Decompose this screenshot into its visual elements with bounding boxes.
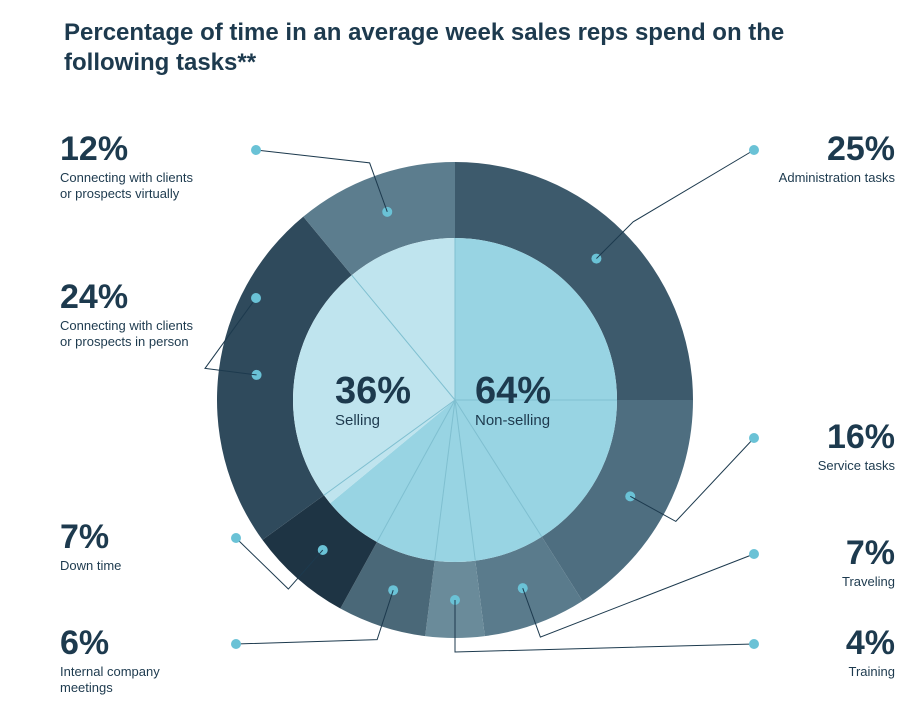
callout-pct-meetings: 6% xyxy=(60,626,230,660)
callout-in_person: 24% Connecting with clients or prospects … xyxy=(60,280,250,349)
callout-virtually: 12% Connecting with clients or prospects … xyxy=(60,132,250,201)
callout-pct-virtually: 12% xyxy=(60,132,250,166)
callout-pct-training: 4% xyxy=(760,626,895,660)
leader-dot-end-training xyxy=(749,639,759,649)
callout-label-downtime: Down time xyxy=(60,558,230,574)
leader-dot-end-downtime xyxy=(231,533,241,543)
callout-label-meetings: Internal company meetings xyxy=(60,664,230,695)
inner-pct-selling: 36% xyxy=(335,372,411,410)
callout-label-in_person: Connecting with clients or prospects in … xyxy=(60,318,250,349)
callout-label-virtually: Connecting with clients or prospects vir… xyxy=(60,170,250,201)
callout-service: 16% Service tasks xyxy=(760,420,895,474)
callout-label-admin: Administration tasks xyxy=(760,170,895,186)
callout-label-training: Training xyxy=(760,664,895,680)
leader-dot-end-meetings xyxy=(231,639,241,649)
inner-label-selling: 36% Selling xyxy=(335,372,411,429)
inner-label-non_selling: 64% Non-selling xyxy=(475,372,551,429)
donut-chart xyxy=(0,0,910,716)
leader-dot-end-service xyxy=(749,433,759,443)
page-root: Percentage of time in an average week sa… xyxy=(0,0,910,716)
leader-dot-end-virtually xyxy=(251,145,261,155)
callout-pct-service: 16% xyxy=(760,420,895,454)
leader-dot-end-in_person xyxy=(251,293,261,303)
callout-pct-admin: 25% xyxy=(760,132,895,166)
callout-training: 4% Training xyxy=(760,626,895,680)
callout-downtime: 7% Down time xyxy=(60,520,230,574)
leader-dot-end-traveling xyxy=(749,549,759,559)
callout-admin: 25% Administration tasks xyxy=(760,132,895,186)
callout-label-traveling: Traveling xyxy=(760,574,895,590)
inner-lbl-selling: Selling xyxy=(335,412,411,429)
callout-pct-downtime: 7% xyxy=(60,520,230,554)
callout-traveling: 7% Traveling xyxy=(760,536,895,590)
callout-meetings: 6% Internal company meetings xyxy=(60,626,230,695)
leader-dot-end-admin xyxy=(749,145,759,155)
callout-label-service: Service tasks xyxy=(760,458,895,474)
inner-pct-non_selling: 64% xyxy=(475,372,551,410)
inner-lbl-non_selling: Non-selling xyxy=(475,412,551,429)
callout-pct-traveling: 7% xyxy=(760,536,895,570)
callout-pct-in_person: 24% xyxy=(60,280,250,314)
chart-svg xyxy=(0,0,910,716)
